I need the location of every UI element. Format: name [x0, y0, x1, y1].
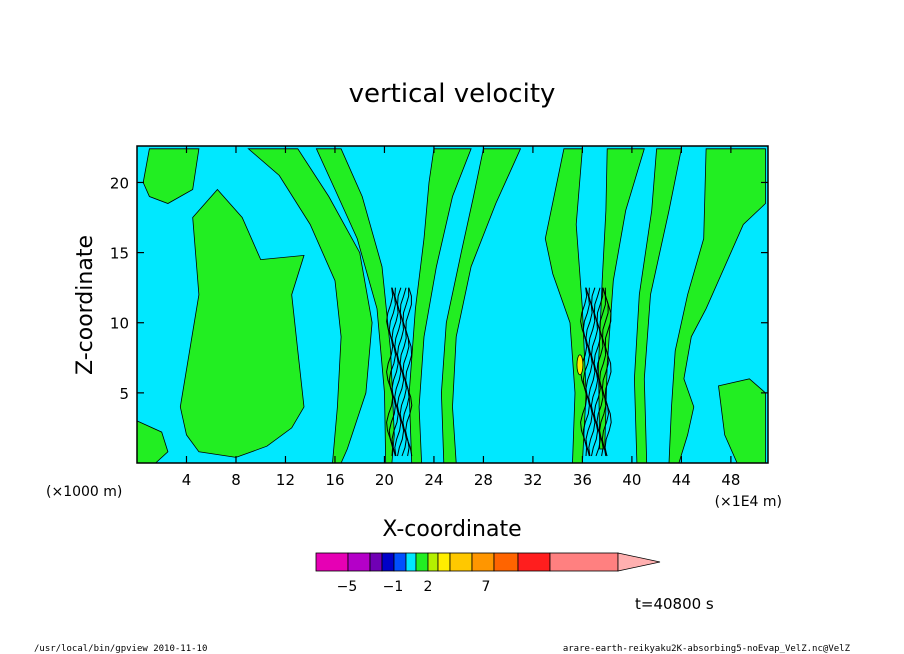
- colorbar-label-3: 2: [424, 579, 433, 595]
- colorbar-segment: [381, 552, 395, 572]
- colorbar-arrow: [617, 552, 661, 572]
- colorbar-segment: [471, 552, 495, 572]
- footer-left: /usr/local/bin/gpview 2010-11-10: [34, 644, 207, 654]
- contour-cluster-left: [388, 287, 397, 457]
- colorbar-segment: [549, 552, 619, 572]
- x-tick-label: 32: [523, 471, 542, 489]
- x-tick-label: 40: [622, 471, 641, 489]
- colorbar-segment: [393, 552, 407, 572]
- colorbar-label-1: −5: [337, 579, 358, 595]
- x-tick-label: 12: [276, 471, 295, 489]
- x-tick-label: 36: [573, 471, 592, 489]
- y-tick-label: 5: [119, 385, 129, 403]
- contour-cluster-right: [604, 287, 612, 457]
- x-units-right: (×1E4 m): [715, 494, 782, 510]
- colorbar-segment: [369, 552, 383, 572]
- colorbar-segment: [437, 552, 451, 572]
- contour-cluster-right: [582, 287, 591, 457]
- colorbar-segment: [427, 552, 439, 572]
- colorbar-segment: [405, 552, 417, 572]
- positive-region-right: [668, 148, 766, 464]
- x-tick-label: 44: [672, 471, 691, 489]
- footer-right: arare-earth-reikyaku2K-absorbing5-noEvap…: [563, 644, 851, 654]
- contour-cluster-left: [394, 287, 402, 457]
- positive-regions: [136, 148, 766, 464]
- x-units-left: (×1000 m): [46, 484, 122, 500]
- y-tick-label: 15: [110, 245, 129, 263]
- chart-title: vertical velocity: [349, 79, 556, 109]
- positive-region-left: [179, 188, 305, 458]
- x-tick-label: 48: [721, 471, 740, 489]
- positive-region-topleft: [142, 148, 200, 204]
- x-tick-label: 4: [182, 471, 192, 489]
- x-axis-label: X-coordinate: [382, 517, 521, 542]
- colorbar: [315, 552, 661, 572]
- colorbar-segment: [347, 552, 371, 572]
- plot-frame: [136, 145, 769, 464]
- time-label: t=40800 s: [635, 595, 714, 613]
- contour-cluster-left: [405, 287, 413, 457]
- contour-cluster-right: [596, 287, 604, 457]
- colorbar-labels: −5 −1 2 7: [337, 579, 491, 595]
- colorbar-segment: [493, 552, 519, 572]
- contour-cluster-right: [588, 287, 596, 457]
- updraft-core: [576, 354, 584, 376]
- contour-cluster-right: [585, 287, 593, 457]
- contour-cluster-left: [391, 287, 399, 457]
- colorbar-segment: [517, 552, 551, 572]
- x-tick-label: 16: [325, 471, 344, 489]
- contour-cluster-right: [599, 287, 607, 457]
- x-tick-label: 24: [424, 471, 443, 489]
- y-ticks: 5 10 15 20: [110, 174, 768, 403]
- colorbar-label-4: 7: [482, 579, 491, 595]
- contour-lines: [386, 287, 612, 457]
- contour-cluster-left: [386, 287, 394, 457]
- contour-cluster-left: [402, 287, 410, 457]
- y-tick-label: 20: [110, 174, 129, 192]
- x-tick-label: 20: [375, 471, 394, 489]
- x-ticks: 4 8 12 16 20 24 28 32 36 40 44 48: [182, 146, 740, 489]
- y-axis-label: Z-coordinate: [73, 235, 98, 375]
- contour-cluster-right: [601, 287, 610, 457]
- colorbar-segment: [415, 552, 429, 572]
- colorbar-segment: [449, 552, 473, 572]
- x-tick-label: 28: [474, 471, 493, 489]
- y-tick-label: 10: [110, 315, 129, 333]
- x-tick-label: 8: [231, 471, 241, 489]
- colorbar-label-2: −1: [383, 579, 404, 595]
- colorbar-segment: [315, 552, 349, 572]
